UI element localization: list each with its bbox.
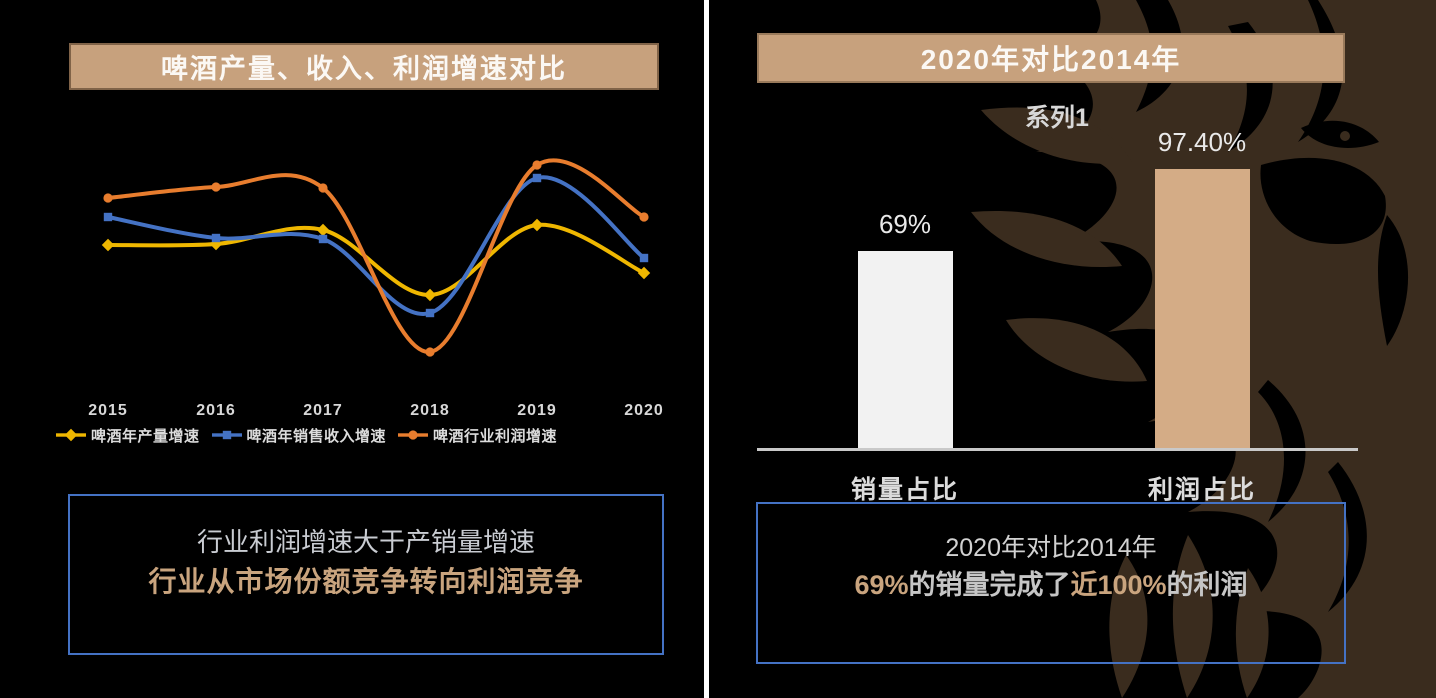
x-axis-label-2015: 2015 [88,402,128,419]
bar-axis-line [757,448,1358,451]
marker-series-1-point-1 [211,233,221,243]
series-label: 系列1 [1025,104,1089,132]
callout-segment-0: 69% [854,570,909,601]
marker-series-1-point-5 [639,253,649,263]
right-callout-line1: 2020年对比2014年 [945,534,1157,562]
bar-data-label-0: 69% [878,209,932,239]
legend-item-2: 啤酒行业利润增速 [398,425,557,446]
legend-marker-0 [56,428,86,442]
marker-series-1-point-2 [318,234,328,244]
bar-1-利润占比 [1154,169,1250,449]
marker-series-0-point-0 [101,238,115,252]
x-axis-label-2017: 2017 [303,402,343,419]
marker-series-1-point-0 [103,212,113,222]
right-title-banner: 2020年对比2014年 [757,33,1345,83]
left-callout-line1: 行业利润增速大于产销量增速 [196,527,535,557]
bar-data-label-1: 97.40% [1157,127,1247,157]
legend-label-1: 啤酒年销售收入增速 [246,427,387,445]
right-callout-line2: 69%的销量完成了近100%的利润 [758,566,1344,605]
growth-line-chart [101,158,651,357]
marker-series-1-point-3 [425,308,435,318]
right-panel-title: 2020年对比2014年 [920,44,1182,75]
legend-label-0: 啤酒年产量增速 [91,427,200,445]
marker-series-2-point-1 [211,182,221,192]
x-axis-label-2018: 2018 [410,402,450,419]
bar-category-label-1: 利润占比 [1147,476,1256,504]
legend-label-2: 啤酒行业利润增速 [433,427,558,445]
callout-segment-1: 的销量完成了 [908,570,1071,601]
left-title-banner: 啤酒产量、收入、利润增速对比 [69,43,659,90]
marker-series-0-point-3 [423,288,437,302]
left-callout-box: 行业利润增速大于产销量增速 行业从市场份额竞争转向利润竞争 [68,494,664,655]
marker-series-0-point-2 [316,223,330,237]
x-axis-labels: 2015 2016 2017 2018 2019 2020 [75,402,690,422]
left-callout-line2: 行业从市场份额竞争转向利润竞争 [148,565,584,597]
panel-divider [704,0,709,698]
callout-segment-2: 近100% [1070,570,1167,601]
bar-category-label-0: 销量占比 [850,476,959,504]
x-axis-label-2016: 2016 [196,402,236,419]
marker-series-2-point-4 [532,160,542,170]
legend-item-1: 啤酒年销售收入增速 [211,425,387,446]
bar-0-销量占比 [857,251,953,449]
marker-series-2-point-2 [318,183,328,193]
legend-marker-1 [211,430,242,440]
callout-segment-3: 的利润 [1166,570,1248,601]
left-panel-title: 啤酒产量、收入、利润增速对比 [161,54,567,84]
marker-series-2-point-3 [425,347,435,357]
x-axis-label-2020: 2020 [624,402,664,419]
marker-series-2-point-0 [103,193,113,203]
marker-series-0-point-4 [530,218,544,232]
chart-legend: 啤酒年产量增速 啤酒年销售收入增速 啤酒行业利润增速 [56,423,706,447]
marker-series-2-point-5 [639,212,649,222]
marker-series-1-point-4 [532,173,542,183]
legend-marker-2 [398,430,429,440]
right-callout-box: 2020年对比2014年 69%的销量完成了近100%的利润 [756,502,1346,664]
legend-item-0: 啤酒年产量增速 [56,425,200,446]
x-axis-label-2019: 2019 [517,402,557,419]
